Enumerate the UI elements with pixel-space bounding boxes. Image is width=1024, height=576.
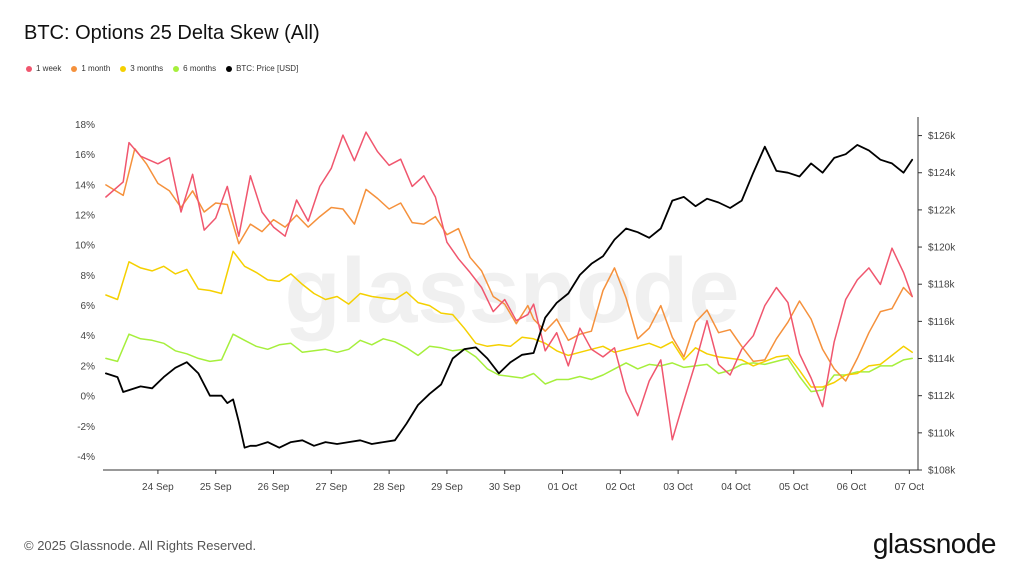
legend-item-1-week[interactable]: 1 week xyxy=(26,64,61,73)
x-tick-label: 01 Oct xyxy=(548,482,578,493)
left-tick-label: 0% xyxy=(81,392,96,403)
right-tick-label: $118k xyxy=(928,280,956,291)
x-tick-label: 03 Oct xyxy=(663,482,693,493)
left-tick-label: 14% xyxy=(75,180,95,191)
legend-dot-3-months xyxy=(120,65,127,72)
x-tick-label: 07 Oct xyxy=(895,482,925,493)
legend-item-1-month[interactable]: 1 month xyxy=(71,64,110,73)
left-tick-label: 10% xyxy=(75,241,95,252)
x-tick-label: 26 Sep xyxy=(258,482,290,493)
right-tick-label: $120k xyxy=(928,243,956,254)
x-tick-label: 28 Sep xyxy=(373,482,405,493)
plot-area xyxy=(103,117,919,471)
series-line-1w xyxy=(105,131,913,441)
left-tick-label: 16% xyxy=(75,150,95,161)
left-tick-label: -4% xyxy=(77,452,95,463)
x-tick-label: 05 Oct xyxy=(779,482,809,493)
x-tick-label: 27 Sep xyxy=(315,482,347,493)
left-tick-label: 8% xyxy=(81,271,96,282)
legend-label-1-month: 1 month xyxy=(81,64,111,73)
series-line-1m xyxy=(105,147,913,382)
right-tick-label: $122k xyxy=(928,205,956,216)
left-axis: 18% 16% 14% 12% 10% 8% 6% 4% 2% 0% -2% -4% xyxy=(75,120,95,463)
x-tick-label: 02 Oct xyxy=(606,482,636,493)
legend-label-6-months: 6 months xyxy=(183,64,217,73)
right-tick-label: $112k xyxy=(928,391,956,402)
watermark-text: glassnode xyxy=(284,240,739,342)
right-tick-label: $108k xyxy=(928,466,956,477)
copyright-text: © 2025 Glassnode. All Rights Reserved. xyxy=(24,538,257,553)
left-tick-label: 6% xyxy=(81,301,96,312)
series-line-3m xyxy=(105,250,913,388)
left-tick-label: 2% xyxy=(81,361,96,372)
left-tick-label: 18% xyxy=(75,120,95,131)
x-tick-label: 29 Sep xyxy=(431,482,463,493)
legend-label-1-week: 1 week xyxy=(36,64,62,73)
right-tick-label: $124k xyxy=(928,168,956,179)
legend-dot-6-months xyxy=(173,65,180,72)
legend-label-3-months: 3 months xyxy=(130,64,164,73)
chart-title: BTC: Options 25 Delta Skew (All) xyxy=(24,22,320,44)
legend-dot-1-week xyxy=(26,65,32,72)
legend-item-3-months[interactable]: 3 months xyxy=(120,64,163,73)
chart-legend: 1 week 1 month 3 months 6 months BTC: Pr… xyxy=(26,64,298,73)
left-tick-label: -2% xyxy=(77,422,95,433)
x-tick-label: 25 Sep xyxy=(200,482,232,493)
right-axis: $126k $124k $122k $120k $118k $116k $114k $112k… xyxy=(918,131,956,477)
series-line-price xyxy=(105,143,914,449)
right-tick-label: $116k xyxy=(928,317,956,328)
legend-dot-btc-price xyxy=(226,65,233,72)
x-tick-label: 06 Oct xyxy=(837,482,867,493)
x-axis: 24 Sep 25 Sep 26 Sep 27 Sep 28 Sep 29 Sep 30 S… xyxy=(142,470,924,493)
x-tick-label: 30 Sep xyxy=(489,482,521,493)
right-tick-label: $114k xyxy=(928,354,956,365)
x-tick-label: 24 Sep xyxy=(142,482,174,493)
right-tick-label: $110k xyxy=(928,428,956,439)
left-tick-label: 12% xyxy=(75,211,95,222)
legend-label-btc-price: BTC: Price [USD] xyxy=(236,64,299,73)
glassnode-logo: glassnode xyxy=(872,528,997,559)
x-tick-label: 04 Oct xyxy=(721,482,751,493)
legend-item-btc-price[interactable]: BTC: Price [USD] xyxy=(226,64,298,73)
series-line-6m xyxy=(105,333,913,393)
legend-dot-1-month xyxy=(71,65,78,72)
left-tick-label: 4% xyxy=(81,331,96,342)
right-tick-label: $126k xyxy=(928,131,956,142)
legend-item-6-months[interactable]: 6 months xyxy=(173,64,216,73)
